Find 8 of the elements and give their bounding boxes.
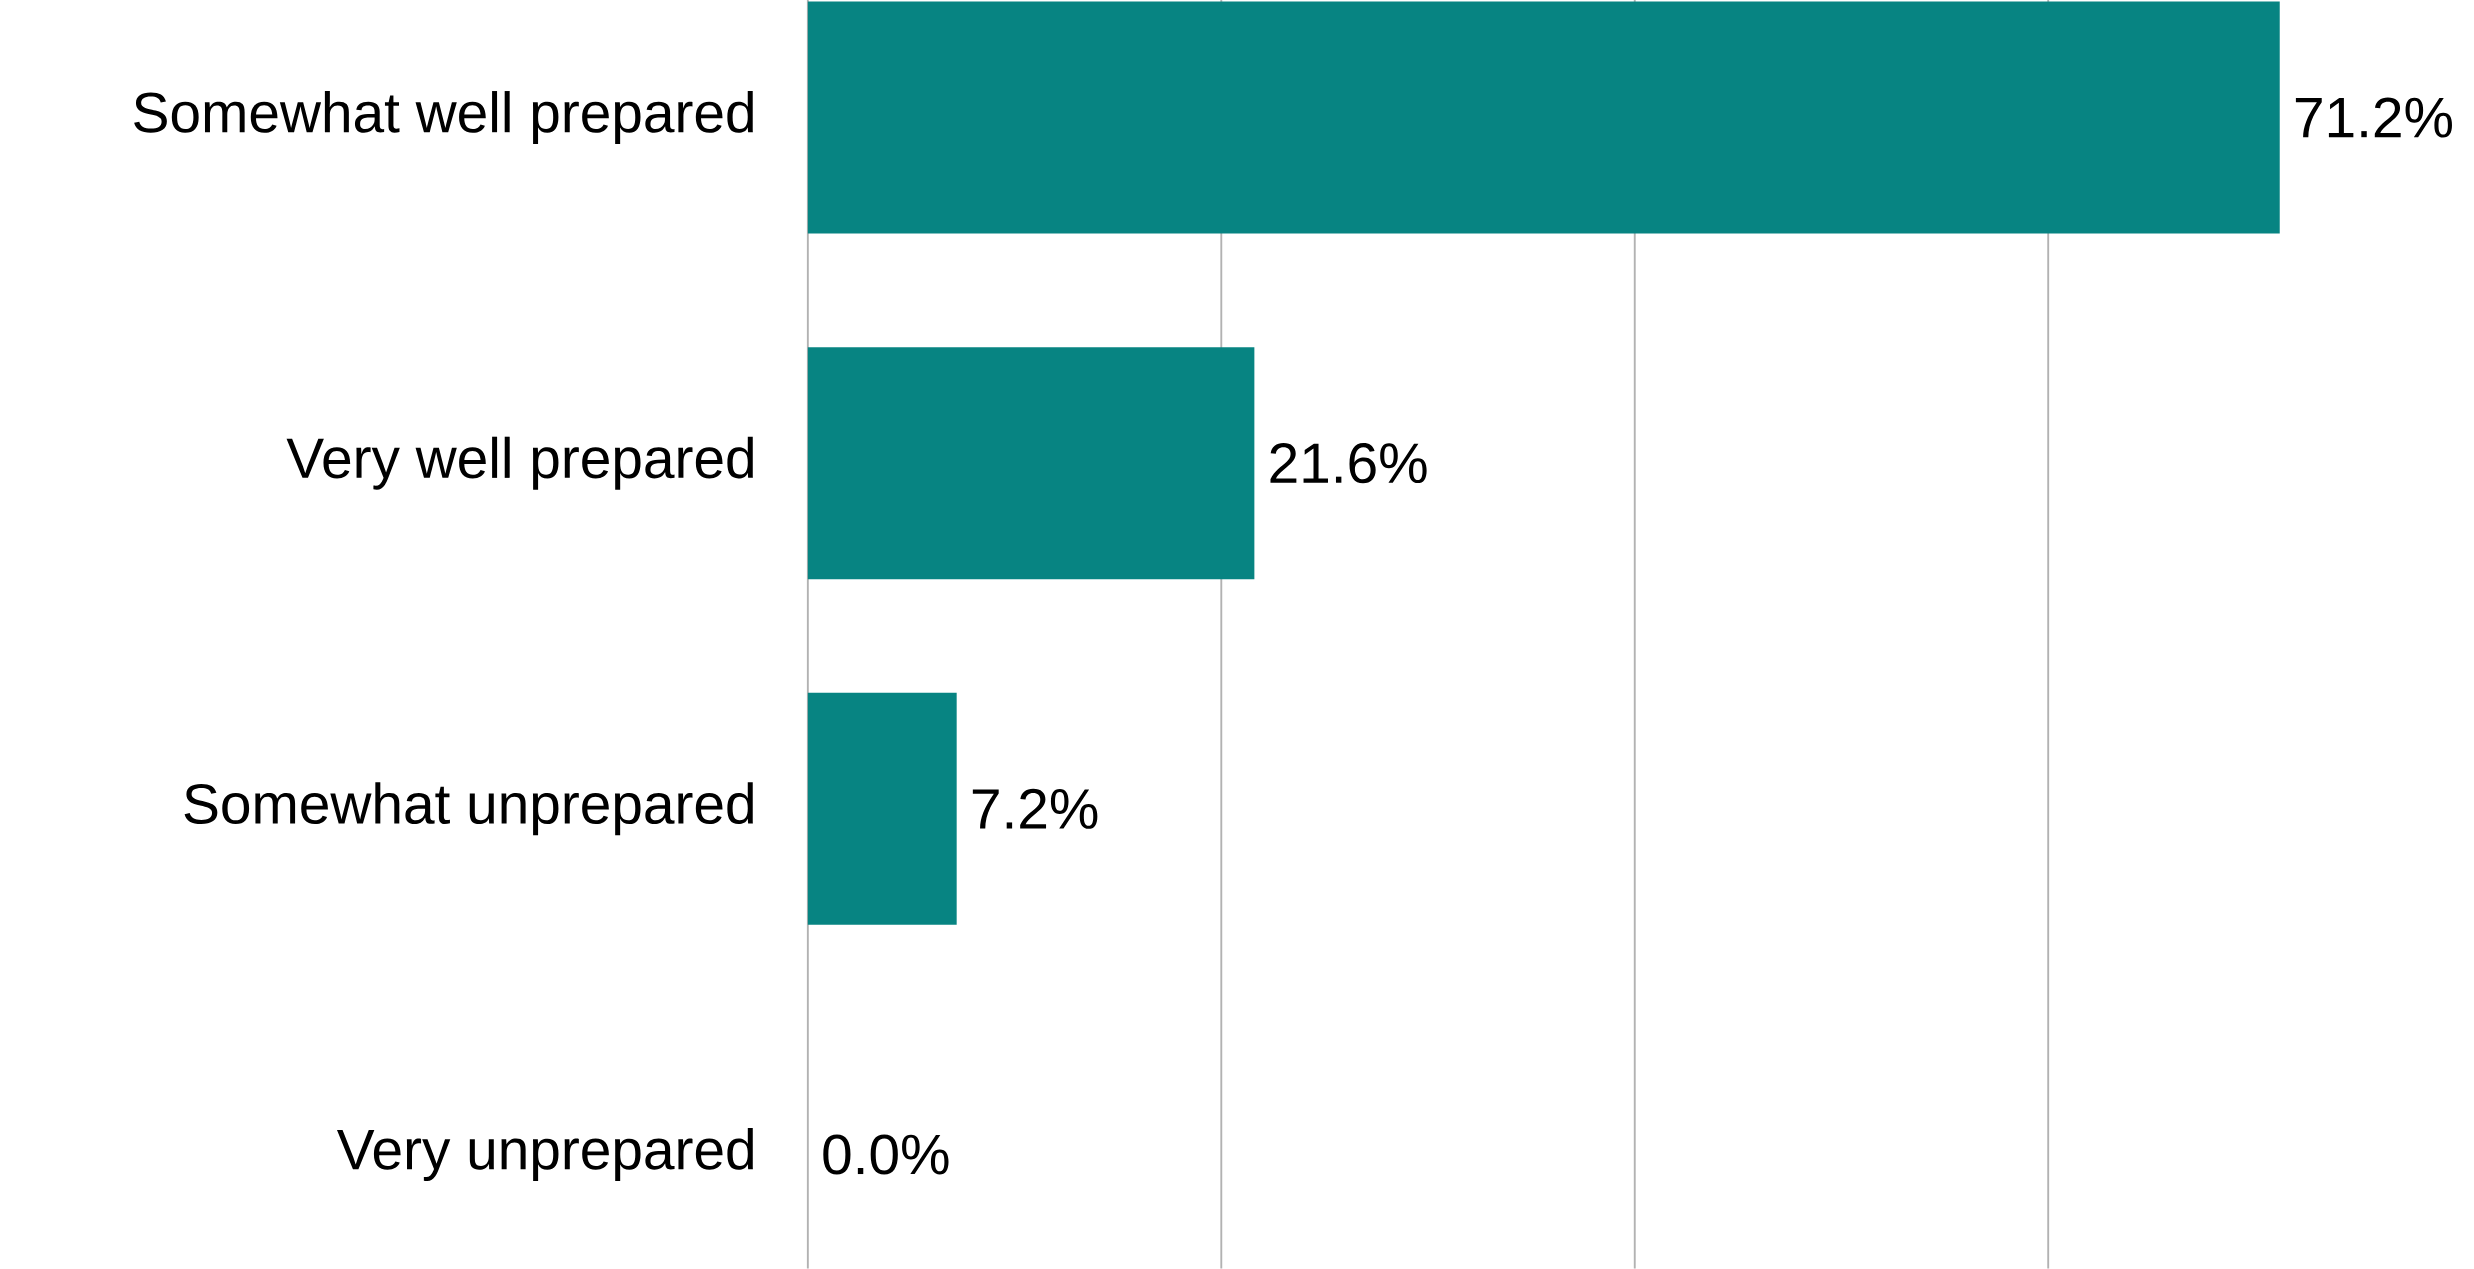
data-label: 0.0%: [823, 1134, 949, 1175]
data-label: 71.2%: [2295, 97, 2452, 138]
y-tick-label: Very well prepared: [286, 436, 753, 490]
data-label: 7.2%: [972, 789, 1098, 830]
y-tick-label: Somewhat well prepared: [134, 91, 753, 145]
y-tick-label: Somewhat unprepared: [184, 782, 753, 836]
y-tick-label: Very unprepared: [336, 1128, 753, 1182]
data-label: 21.6%: [1270, 443, 1427, 484]
